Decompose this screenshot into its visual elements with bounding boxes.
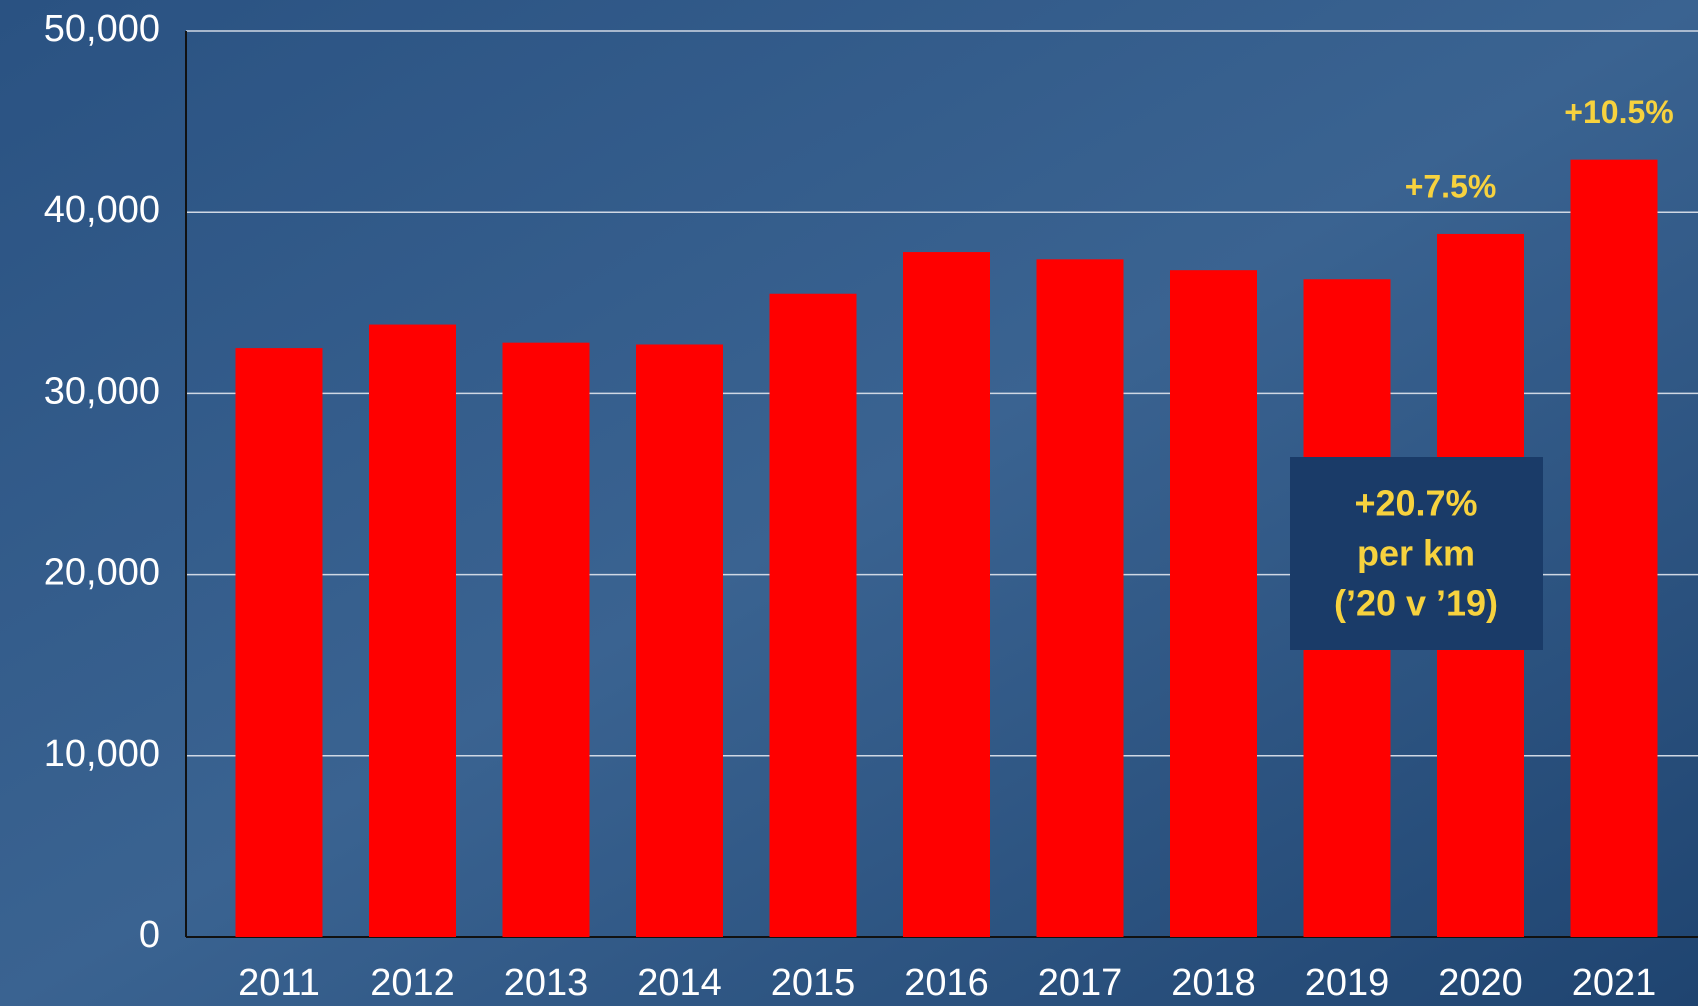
- y-tick-label: 50,000: [44, 8, 160, 50]
- note-line: per km: [1357, 533, 1475, 574]
- x-tick-label: 2015: [771, 962, 856, 1004]
- y-tick-label: 40,000: [44, 189, 160, 231]
- y-tick-label: 0: [139, 914, 160, 956]
- x-tick-label: 2021: [1572, 962, 1657, 1004]
- x-tick-label: 2017: [1038, 962, 1123, 1004]
- bar: [770, 294, 857, 937]
- bar: [1571, 160, 1658, 937]
- bar: [503, 343, 590, 937]
- x-tick-label: 2011: [238, 962, 320, 1004]
- y-tick-label: 10,000: [44, 733, 160, 775]
- x-tick-label: 2020: [1438, 962, 1523, 1004]
- bar: [369, 325, 456, 937]
- x-tick-label: 2019: [1305, 962, 1390, 1004]
- annotation: +10.5%: [1564, 94, 1673, 130]
- x-tick-label: 2013: [504, 962, 589, 1004]
- bar: [236, 348, 323, 937]
- page: {"chart_data": {"type": "bar", "categori…: [0, 0, 1698, 1006]
- bar: [636, 344, 723, 937]
- bar: [1170, 270, 1257, 937]
- y-tick-label: 20,000: [44, 552, 160, 594]
- chart: 0 10,000 20,000 30,000 40,000 50,000 2011 2012 2…: [0, 0, 1698, 1006]
- x-tick-label: 2018: [1171, 962, 1256, 1004]
- annotation: +7.5%: [1405, 168, 1497, 204]
- note-line: +20.7%: [1354, 483, 1477, 524]
- note-line: (’20 v ’19): [1334, 583, 1498, 624]
- y-tick-label: 30,000: [44, 370, 160, 412]
- x-tick-label: 2016: [904, 962, 989, 1004]
- bar: [1037, 259, 1124, 937]
- x-tick-label: 2014: [637, 962, 722, 1004]
- bar: [903, 252, 990, 937]
- x-tick-label: 2012: [370, 962, 455, 1004]
